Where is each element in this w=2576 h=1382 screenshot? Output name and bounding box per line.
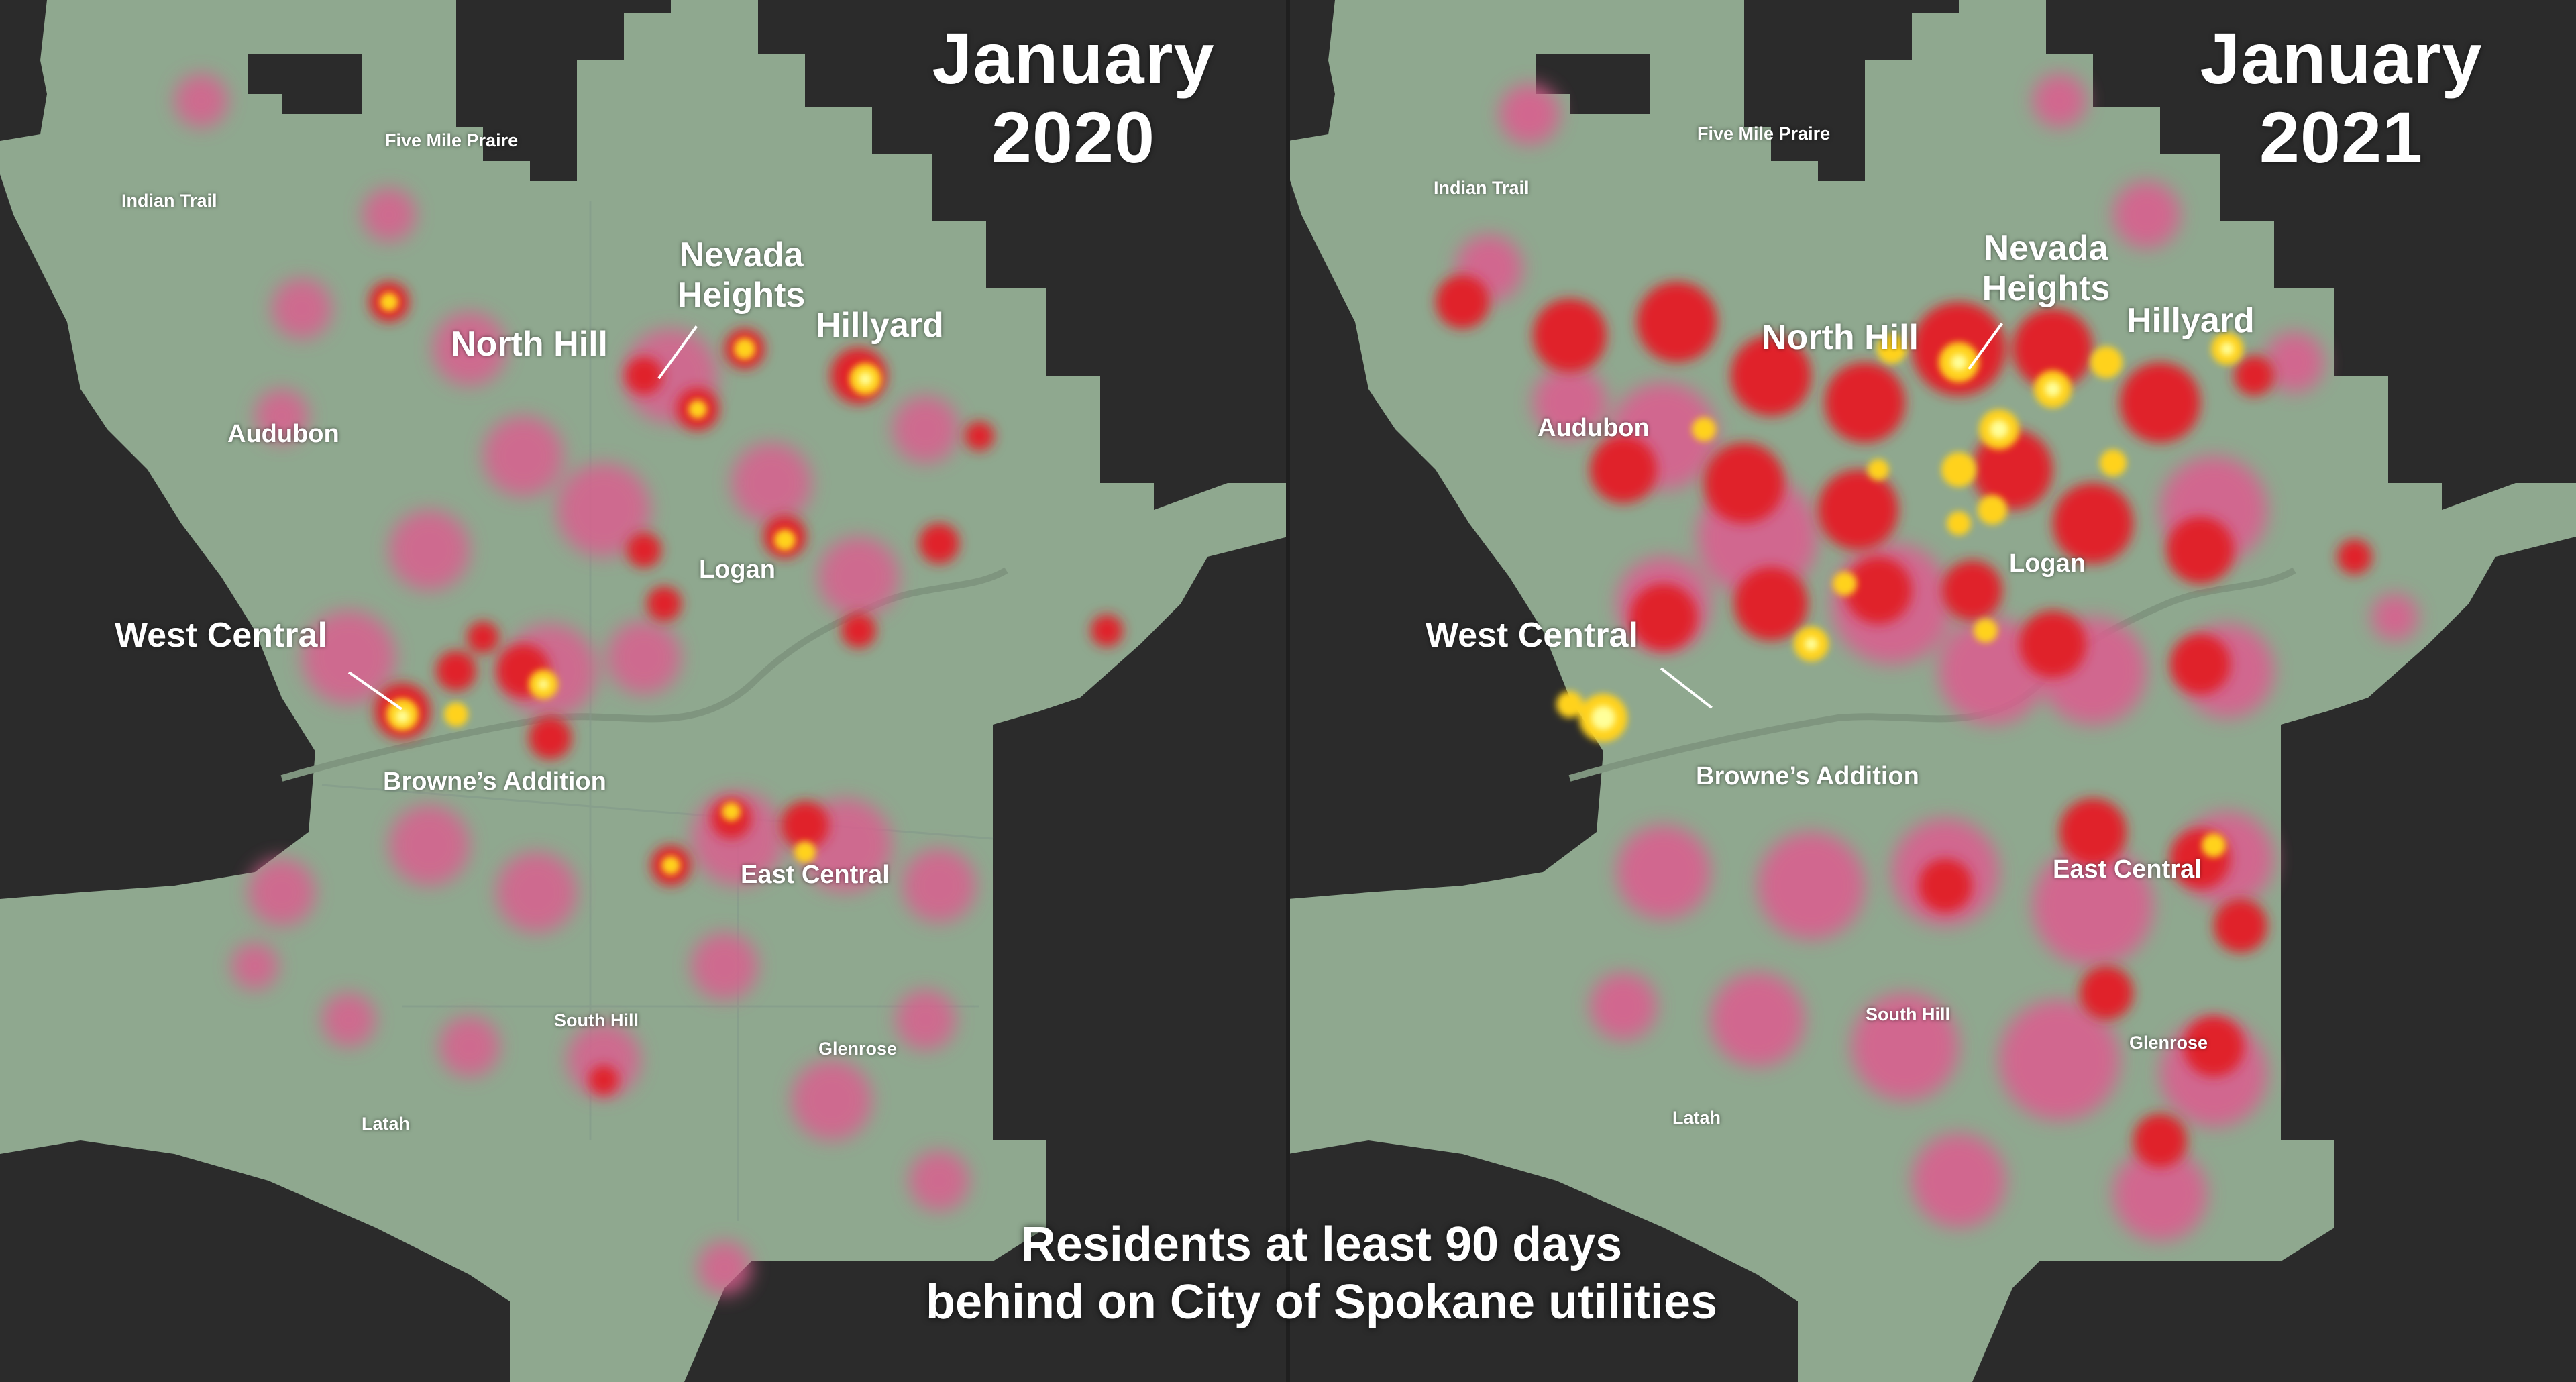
label-east-central: East Central — [741, 861, 890, 889]
year-title: January 2020 — [899, 19, 1248, 177]
label-latah: Latah — [1672, 1108, 1721, 1128]
label-west-central: West Central — [115, 616, 327, 655]
label-glenrose: Glenrose — [2129, 1032, 2208, 1053]
heat-peak-layer — [1591, 342, 2234, 730]
figure-caption: Residents at least 90 days behind on Cit… — [818, 1216, 1825, 1331]
label-north-hill: North Hill — [1762, 318, 1919, 357]
year-title-line2: 2020 — [991, 97, 1156, 178]
caption-line2: behind on City of Spokane utilities — [925, 1275, 1718, 1329]
label-latah: Latah — [362, 1114, 411, 1134]
label-east-central: East Central — [2053, 855, 2202, 884]
year-title-line1: January — [2200, 17, 2483, 99]
heat-low-layer — [174, 74, 976, 1295]
year-title-line2: 2021 — [2259, 97, 2424, 178]
label-five-mile-prairie: Five Mile Praire — [385, 130, 519, 150]
label-glenrose: Glenrose — [818, 1039, 898, 1059]
label-west-central: West Central — [1426, 616, 1638, 655]
river-spokane — [280, 567, 1008, 782]
label-hillyard: Hillyard — [2127, 301, 2255, 340]
north-notch — [1744, 0, 1865, 181]
label-hillyard: Hillyard — [816, 306, 944, 345]
map-panel-2021: January 2021 Five Mile Praire Indian Tra… — [1288, 0, 2576, 1382]
heat-peak-layer — [396, 372, 872, 723]
label-brownes-addition: Browne’s Addition — [1696, 762, 1919, 790]
north-west-cutout — [1536, 54, 1650, 114]
heat-mid-layer — [1436, 275, 2372, 1167]
label-five-mile-prairie: Five Mile Praire — [1697, 123, 1831, 144]
label-logan: Logan — [699, 555, 775, 584]
label-south-hill: South Hill — [1866, 1004, 1950, 1024]
panel-divider — [1286, 0, 1290, 1382]
label-north-hill: North Hill — [451, 325, 608, 364]
label-indian-trail: Indian Trail — [1434, 178, 1529, 198]
heatmap-2021 — [1288, 0, 2576, 1382]
label-indian-trail: Indian Trail — [121, 191, 217, 211]
year-title: January 2021 — [2160, 19, 2522, 177]
heat-high-layer — [380, 293, 881, 875]
north-notch — [456, 0, 577, 181]
map-panel-2020: January 2020 Five Mile Praire Indian Tra… — [0, 0, 1288, 1382]
caption-line1: Residents at least 90 days — [1020, 1218, 1623, 1271]
heatmap-2020 — [0, 0, 1288, 1382]
year-title-line1: January — [932, 17, 1215, 99]
label-nevada-heights: Nevada Heights — [677, 235, 806, 315]
label-south-hill: South Hill — [554, 1010, 639, 1030]
label-audubon: Audubon — [227, 420, 339, 448]
north-west-cutout — [248, 54, 362, 114]
label-audubon: Audubon — [1538, 414, 1650, 442]
label-logan: Logan — [2009, 549, 2086, 578]
label-nevada-heights: Nevada Heights — [1982, 229, 2110, 308]
label-brownes-addition: Browne’s Addition — [383, 767, 606, 796]
